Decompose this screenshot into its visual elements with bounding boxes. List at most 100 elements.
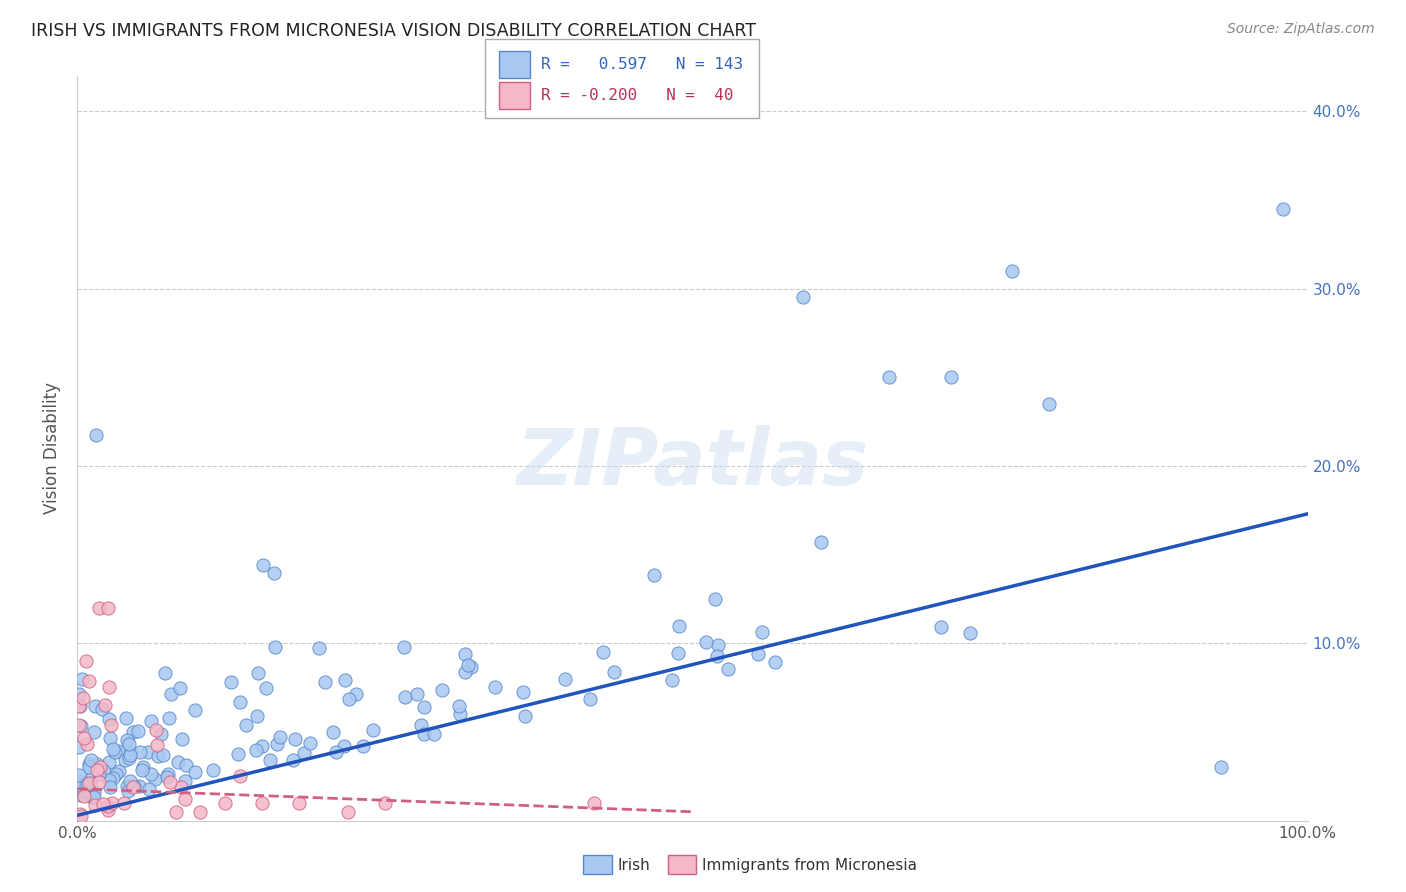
Point — [97, 600, 120, 615]
Point — [810, 535, 832, 549]
Point — [716, 662, 738, 676]
Point — [98, 731, 121, 746]
Text: Immigrants from Micronesia: Immigrants from Micronesia — [702, 858, 917, 872]
Point — [201, 763, 224, 777]
Text: R = -0.200   N =  40: R = -0.200 N = 40 — [541, 88, 734, 103]
Point — [69, 809, 91, 823]
Point — [174, 792, 197, 806]
Point — [423, 727, 446, 741]
Point — [322, 724, 344, 739]
Point — [751, 624, 773, 639]
Point — [157, 767, 180, 781]
Point — [153, 666, 176, 681]
Point — [72, 784, 94, 798]
Point — [70, 719, 93, 733]
Point — [84, 427, 107, 442]
Point — [67, 688, 90, 702]
Point — [763, 656, 786, 670]
Point — [1001, 264, 1024, 278]
Point — [405, 688, 427, 702]
Point — [128, 745, 150, 759]
Point — [69, 788, 91, 802]
Point — [145, 738, 167, 752]
Point — [67, 783, 90, 797]
Point — [69, 699, 91, 714]
Point — [122, 724, 145, 739]
Point — [100, 718, 122, 732]
Point — [107, 744, 129, 758]
Point — [83, 724, 105, 739]
Point — [292, 746, 315, 760]
Point — [87, 774, 110, 789]
Point — [80, 753, 103, 767]
Point — [592, 645, 614, 659]
Point — [515, 708, 537, 723]
Point — [314, 674, 336, 689]
Point — [98, 755, 121, 769]
Point — [335, 673, 357, 687]
Point — [430, 683, 453, 698]
Point — [96, 798, 118, 813]
Point — [79, 776, 101, 790]
Point — [1211, 760, 1233, 774]
Point — [288, 796, 311, 810]
Point — [69, 806, 91, 821]
Point — [281, 753, 304, 767]
Point — [325, 746, 347, 760]
Point — [394, 690, 416, 704]
Point — [245, 742, 267, 756]
Point — [695, 635, 717, 649]
Point — [167, 756, 190, 770]
Point — [484, 680, 506, 694]
Point — [87, 767, 110, 781]
Point — [929, 620, 952, 634]
Point — [107, 764, 129, 779]
Point — [70, 673, 93, 687]
Point — [101, 771, 124, 785]
Point — [252, 739, 274, 753]
Point — [97, 772, 120, 787]
Point — [361, 723, 384, 737]
Point — [1272, 202, 1295, 216]
Point — [184, 703, 207, 717]
Point — [67, 699, 90, 714]
Point — [661, 673, 683, 688]
Point — [67, 717, 90, 731]
Point — [188, 805, 212, 819]
Point — [120, 747, 142, 762]
Point — [263, 640, 285, 654]
Text: IRISH VS IMMIGRANTS FROM MICRONESIA VISION DISABILITY CORRELATION CHART: IRISH VS IMMIGRANTS FROM MICRONESIA VISI… — [31, 22, 756, 40]
Point — [73, 731, 96, 746]
Point — [122, 779, 145, 793]
Point — [103, 745, 125, 759]
Point — [83, 785, 105, 799]
Point — [250, 796, 273, 810]
Point — [457, 657, 479, 672]
Point — [165, 805, 187, 819]
Point — [512, 685, 534, 699]
Point — [93, 698, 115, 713]
Point — [666, 646, 689, 660]
Point — [67, 768, 90, 782]
Point — [98, 780, 121, 794]
Point — [89, 760, 111, 774]
Point — [170, 780, 193, 794]
Point — [97, 680, 120, 694]
Point — [97, 803, 120, 817]
Point — [254, 681, 277, 695]
Point — [72, 779, 94, 793]
Point — [879, 370, 901, 384]
Point — [643, 567, 665, 582]
Point — [118, 737, 141, 751]
Text: R =   0.597   N = 143: R = 0.597 N = 143 — [541, 57, 744, 71]
Point — [409, 718, 432, 732]
Point — [97, 712, 120, 726]
Point — [117, 783, 139, 797]
Point — [67, 780, 90, 795]
Point — [93, 764, 115, 778]
Point — [449, 698, 471, 713]
Point — [128, 779, 150, 793]
Point — [460, 659, 482, 673]
Point — [80, 790, 103, 805]
Point — [337, 691, 360, 706]
